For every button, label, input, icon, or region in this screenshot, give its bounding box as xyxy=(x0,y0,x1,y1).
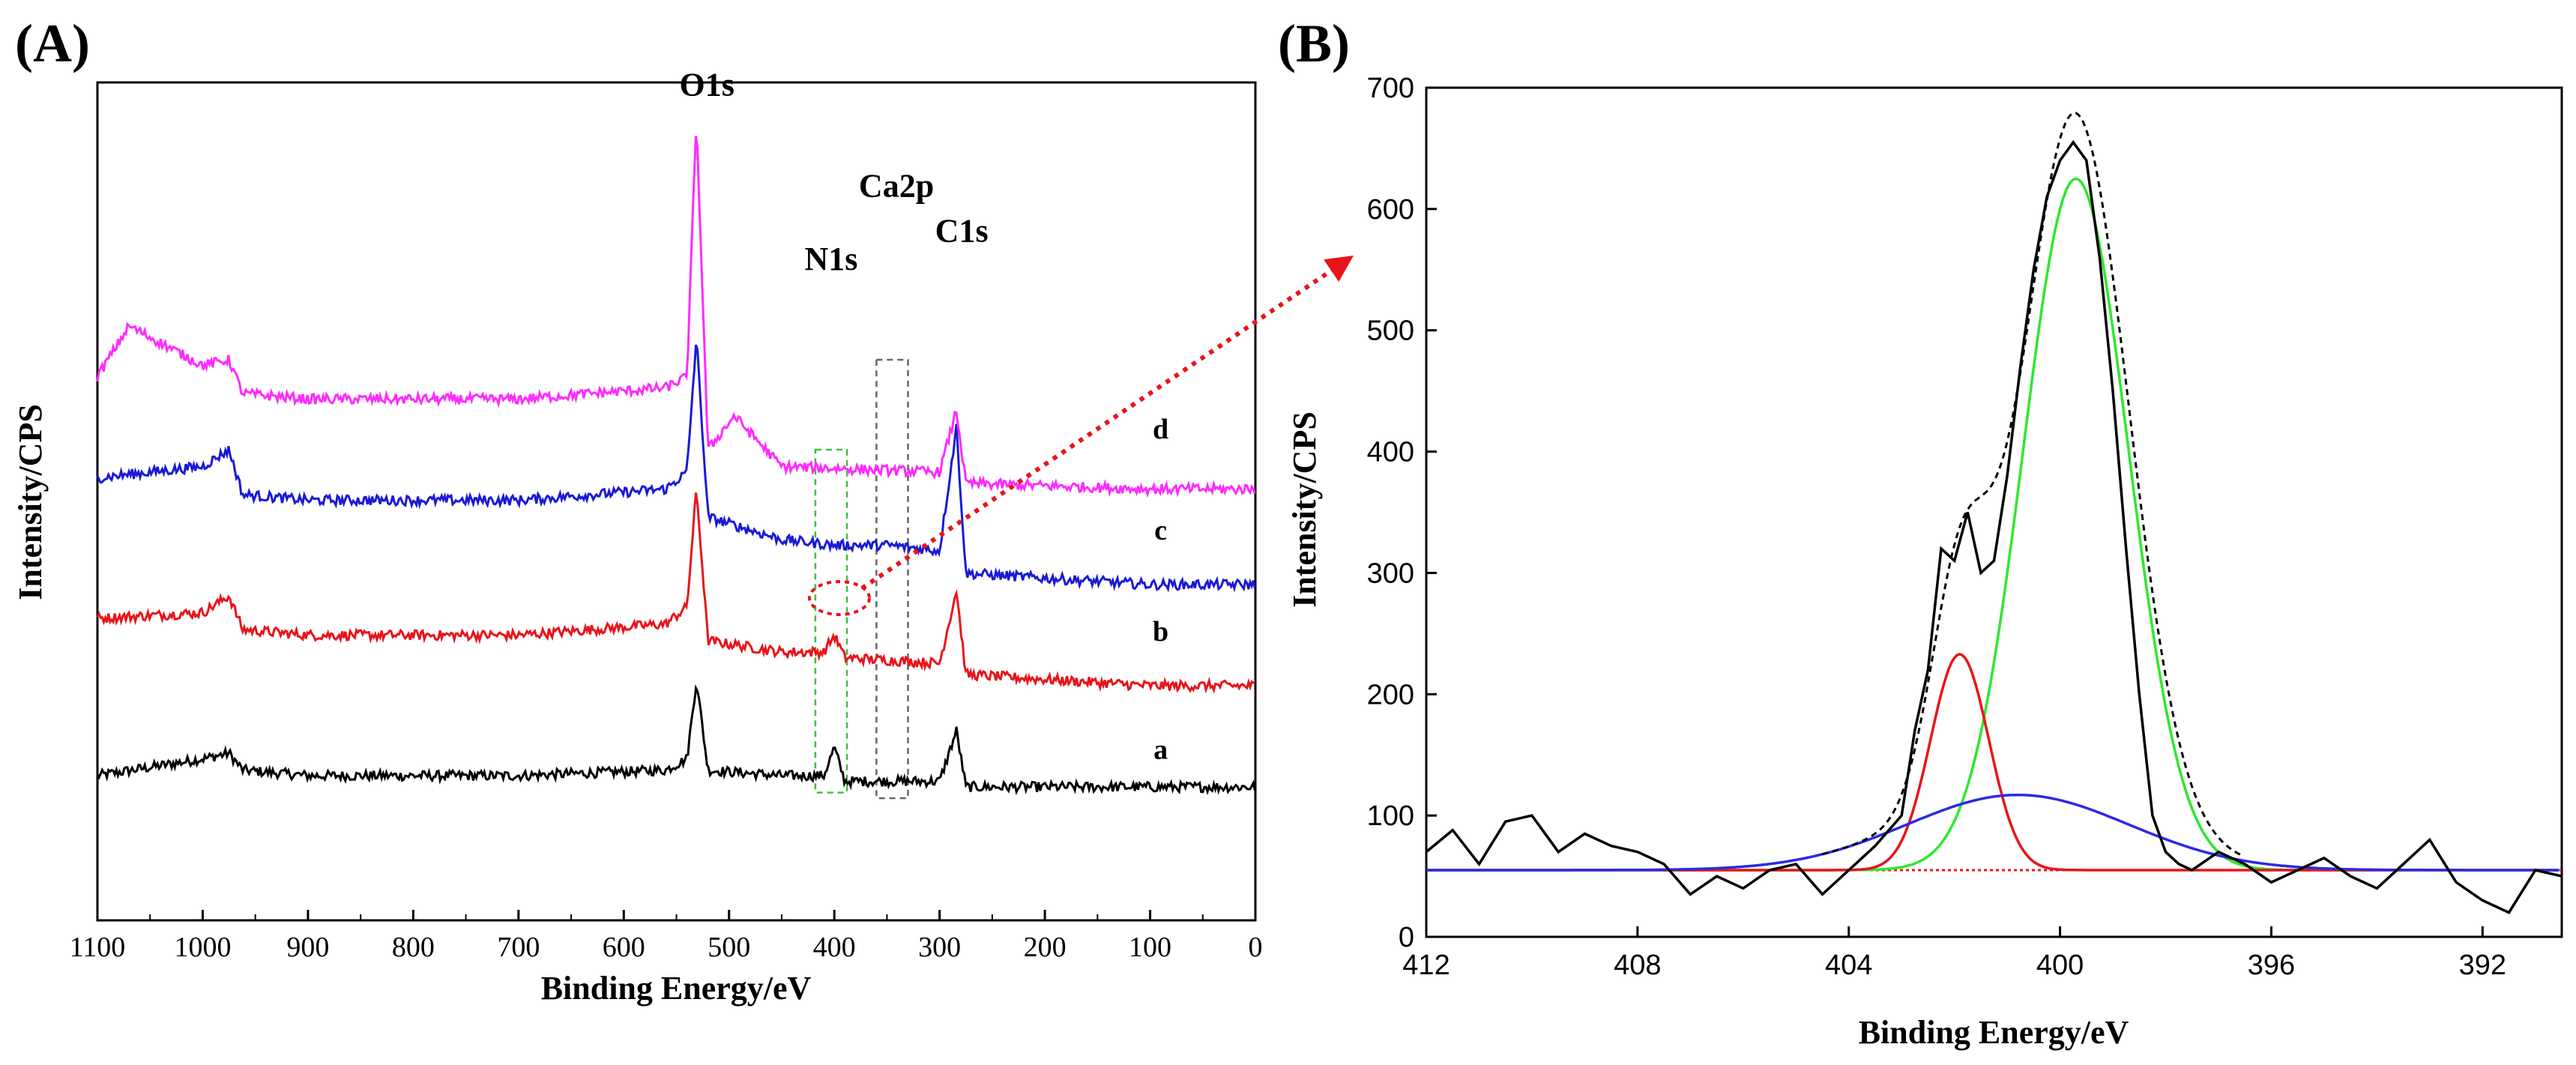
panel-a-xtick-label: 300 xyxy=(918,932,961,963)
peak-label-c1s: C1s xyxy=(935,213,989,250)
peak-label-n1s: N1s xyxy=(805,241,858,277)
panel-b-series xyxy=(1425,112,2563,914)
panel-a-xtick-label: 400 xyxy=(813,932,856,963)
panel-a-xtick-label: 1100 xyxy=(70,932,126,963)
series-d-line xyxy=(96,136,1256,498)
panel-a-xlabel: Binding Energy/eV xyxy=(541,970,812,1007)
panel-b-ytick-label: 300 xyxy=(1367,558,1414,589)
n1s-zoom-ellipse xyxy=(808,580,871,616)
panel-b-ytick-label: 100 xyxy=(1367,800,1414,832)
panel-a-xtick-label: 600 xyxy=(603,932,645,963)
peak-2ee82e-line xyxy=(1426,177,2560,872)
panel-b-xtick-label: 396 xyxy=(2248,950,2295,981)
panel-a-xtick-label: 1000 xyxy=(174,932,231,963)
panel-a-frame xyxy=(96,81,1257,922)
panel-a-ylabel: Intensity/CPS xyxy=(12,404,49,600)
panel-b-xlabel: Binding Energy/eV xyxy=(1859,1014,2129,1051)
panel-b-xtick-label: 412 xyxy=(1402,950,1450,981)
panel-a-region-boxes xyxy=(814,358,909,800)
panel-a-xtick-label: 700 xyxy=(497,932,540,963)
curve-label-a: a xyxy=(1153,734,1168,766)
curve-label-b: b xyxy=(1153,616,1168,648)
peak-2a2ae6-line xyxy=(1426,793,2560,872)
panel-a-xtick-label: 0 xyxy=(1249,932,1263,963)
curve-label-d: d xyxy=(1153,414,1168,445)
panel-b-ytick-label: 200 xyxy=(1367,679,1414,710)
panel-b-ylabel: Intensity/CPS xyxy=(1286,411,1323,608)
panel-b-ytick-label: 0 xyxy=(1399,922,1414,953)
n1s-region-box xyxy=(814,448,848,794)
panel-b-xtick-label: 408 xyxy=(1614,950,1661,981)
panel-b-ytick-label: 700 xyxy=(1367,73,1414,104)
panel-b-ytick-label: 500 xyxy=(1367,316,1414,347)
panel-b-frame xyxy=(1425,86,2563,938)
panel-b-ytick-label: 600 xyxy=(1367,194,1414,226)
peak-label-o1s: O1s xyxy=(680,67,735,103)
panel-a-xtick-label: 500 xyxy=(708,932,750,963)
peak-label-ca2p: Ca2p xyxy=(859,168,934,205)
panel-a-curve-labels: d c b a xyxy=(1153,414,1168,766)
series-b-line xyxy=(96,492,1255,694)
panel-a-xtick-label: 200 xyxy=(1024,932,1067,963)
panel-a-xtick-label: 800 xyxy=(392,932,435,963)
panel-a: (A) 1100 1000 900 800 700 600 500 400 300 200 100 0… xyxy=(12,13,1354,1007)
panel-b-xtick-label: 392 xyxy=(2459,950,2506,981)
panel-b-xtick-label: 404 xyxy=(1825,950,1872,981)
panel-a-xtick-label: 900 xyxy=(286,932,329,963)
panel-a-xtick-label: 100 xyxy=(1129,932,1171,963)
panel-b: (B) 412 408 404 400 396 392 0 100 200 300 400 500 60… xyxy=(1278,13,2563,1051)
curve-label-c: c xyxy=(1154,515,1167,546)
panel-b-ytick-label: 400 xyxy=(1367,437,1414,468)
panel-b-ticks: 412 408 404 400 396 392 0 100 200 300 400 500 600 700 xyxy=(1367,73,2506,981)
panel-a-peak-labels: O1s N1s Ca2p C1s xyxy=(680,67,989,278)
panel-b-label: (B) xyxy=(1278,13,1350,73)
series-c-line xyxy=(96,344,1256,593)
ca2p-region-box xyxy=(875,358,909,800)
series-a-line xyxy=(96,684,1256,796)
panel-b-xtick-label: 400 xyxy=(2036,950,2084,981)
panel-a-ticks: 1100 1000 900 800 700 600 500 400 300 200 100 0 xyxy=(70,910,1263,963)
envelope-fit-line xyxy=(1822,112,2243,857)
panel-a-label: (A) xyxy=(15,13,90,73)
raw-spectrum-line xyxy=(1425,139,2563,914)
zoom-arrow xyxy=(860,255,1354,591)
panel-a-series xyxy=(96,136,1256,796)
